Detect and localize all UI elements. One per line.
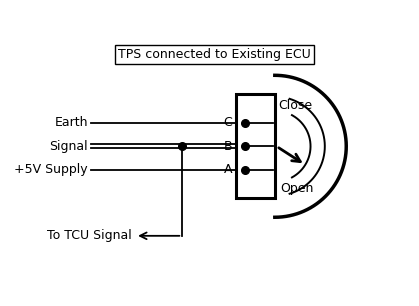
Text: To TCU Signal: To TCU Signal [47,229,132,242]
Text: C: C [223,116,232,129]
Text: Close: Close [278,99,312,112]
Text: A: A [223,163,232,176]
Text: Open: Open [281,182,314,195]
Text: +5V Supply: +5V Supply [15,163,88,176]
Text: Earth: Earth [54,116,88,129]
Bar [236,95,275,198]
Text: B: B [223,140,232,153]
Text: Signal: Signal [49,140,88,153]
Text: TPS connected to Existing ECU: TPS connected to Existing ECU [118,48,311,61]
